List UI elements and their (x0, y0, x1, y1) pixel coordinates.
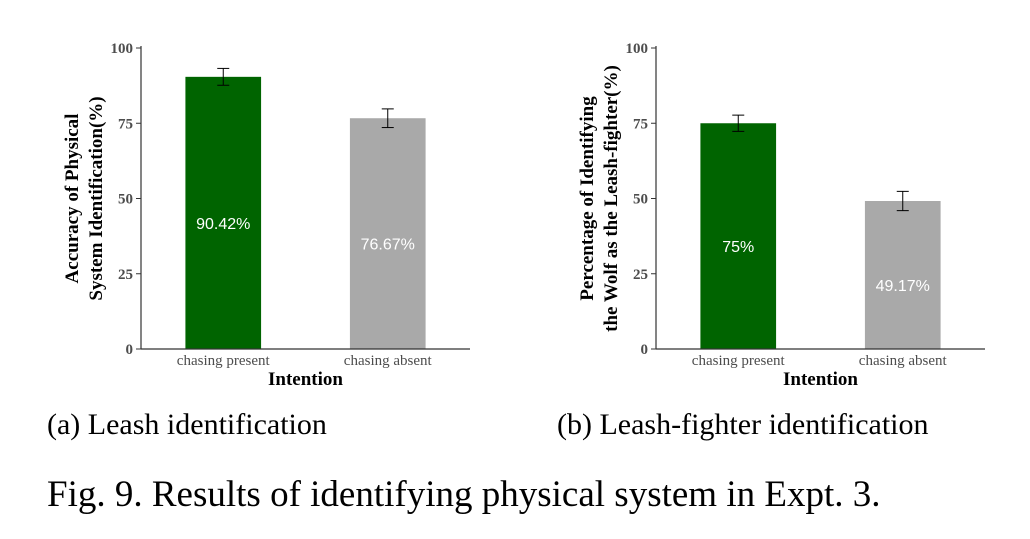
data-label: 76.67% (361, 237, 415, 254)
y-tick-label: 0 (126, 342, 134, 358)
x-axis-title: Intention (783, 369, 858, 390)
x-tick-label: chasing absent (859, 353, 948, 369)
error-bar-1 (381, 108, 394, 129)
x-tick-label: chasing present (177, 353, 271, 369)
y-tick-label: 75 (118, 116, 133, 132)
y-axis-title-line: System Identification(%) (86, 96, 107, 300)
x-tick-label: chasing present (692, 353, 786, 369)
y-axis-title-line: Accuracy of Physical (62, 114, 83, 284)
y-tick-label: 25 (633, 267, 648, 283)
bar-chasing-absent (349, 118, 426, 349)
data-label: 90.42% (196, 216, 250, 233)
error-bar-0 (217, 67, 230, 86)
subcaption-b: (b) Leash-fighter identification (557, 408, 929, 441)
x-axis-title: Intention (268, 369, 343, 390)
y-axis-title-line: the Wolf as the Leash-fighter(%) (601, 65, 622, 332)
y-tick-label: 100 (626, 41, 649, 57)
y-tick-label: 50 (633, 192, 648, 208)
y-tick-label: 0 (641, 342, 649, 358)
data-label: 75% (722, 239, 754, 256)
chart-leash-identification: 90.42% chasing present 76.67% chasing absen… (62, 41, 470, 390)
y-tick-label: 75 (633, 116, 648, 132)
error-bar-0 (732, 114, 745, 132)
bar-chasing-absent (864, 200, 941, 349)
chart-leash-fighter-identification: 75% chasing present 49.17% chasing absent 0 2… (577, 41, 985, 390)
x-tick-label: chasing absent (344, 353, 433, 369)
figure-caption: Fig. 9. Results of identifying physical … (47, 474, 881, 515)
subcaption-a: (a) Leash identification (47, 408, 327, 441)
bar-chasing-present (700, 123, 777, 349)
y-axis-title-line: Percentage of Identifying (577, 96, 598, 301)
error-bar-1 (896, 190, 909, 212)
y-tick-label: 50 (118, 192, 133, 208)
y-tick-label: 100 (111, 41, 134, 57)
data-label: 49.17% (876, 278, 930, 295)
y-tick-label: 25 (118, 267, 133, 283)
bar-chasing-present (185, 76, 262, 349)
